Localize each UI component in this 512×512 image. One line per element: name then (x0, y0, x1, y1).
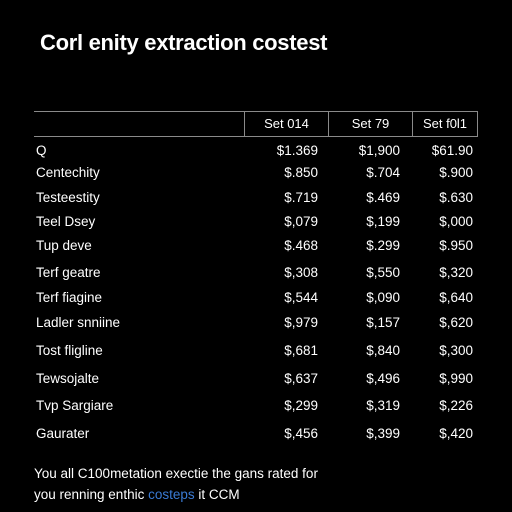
row-label: Centechity (36, 165, 100, 180)
cell-value: $.630 (439, 190, 473, 205)
cell-value: $,496 (366, 371, 400, 386)
cell-value: $.950 (439, 238, 473, 253)
cell-value: $,319 (366, 398, 400, 413)
row-label: Teel Dsey (36, 214, 96, 229)
cell-value: $,990 (439, 371, 473, 386)
table-header: Set 014 Set 79 Set f0l1 (34, 111, 478, 137)
footer-link[interactable]: costeps (148, 487, 195, 502)
cell-value: $,840 (366, 343, 400, 358)
cell-value: $.719 (284, 190, 318, 205)
cell-value: $.850 (284, 165, 318, 180)
table-row: Tvp Sargiare $,299 $,319 $,226 (34, 396, 478, 416)
cell-value: $,979 (284, 315, 318, 330)
column-header-3: Set f0l1 (412, 112, 478, 136)
cell-value: $1,900 (358, 143, 400, 158)
cell-value: $1.369 (276, 143, 318, 158)
cell-value: $,308 (284, 265, 318, 280)
cell-value: $.299 (366, 238, 400, 253)
footer-line-1: You all C100metation exectie the gans ra… (34, 466, 318, 481)
table-row: Tewsojalte $,637 $,496 $,990 (34, 369, 478, 389)
cell-value: $.468 (284, 238, 318, 253)
column-header-1: Set 014 (244, 112, 328, 136)
cell-value: $.469 (366, 190, 400, 205)
page-title: Corl enity extraction costest (40, 30, 328, 55)
cell-value: $,640 (439, 290, 473, 305)
row-label: Terf geatre (36, 265, 101, 280)
table-row: Ladler snniine $,979 $,157 $,620 (34, 313, 478, 333)
row-label: Tost fligline (36, 343, 103, 358)
footer-note: You all C100metation exectie the gans ra… (34, 463, 318, 505)
footer-text-tail: it CCM (194, 487, 240, 502)
table-row: Centechity $.850 $.704 $.900 (34, 163, 478, 183)
table-row: Teel Dsey $,079 $,199 $,000 (34, 212, 478, 232)
cell-value: $,544 (284, 290, 318, 305)
cost-table: Set 014 Set 79 Set f0l1 Q $1.369 $1,900 … (34, 111, 478, 441)
row-label: Tewsojalte (36, 371, 100, 386)
footer-line-2: you renning enthic costeps it CCM (34, 484, 318, 505)
row-label: Ladler snniine (36, 315, 121, 330)
cell-value: $,320 (439, 265, 473, 280)
cell-value: $,079 (284, 214, 318, 229)
row-label: Tvp Sargiare (36, 398, 114, 413)
table-row: Q $1.369 $1,900 $61.90 (34, 141, 478, 161)
cell-value: $.704 (366, 165, 400, 180)
cell-value: $,226 (439, 398, 473, 413)
cell-value: $.900 (439, 165, 473, 180)
table-row: Terf geatre $,308 $,550 $,320 (34, 263, 478, 283)
cell-value: $61.90 (431, 143, 473, 158)
table-row: Testeestity $.719 $.469 $.630 (34, 188, 478, 208)
cell-value: $,090 (366, 290, 400, 305)
row-label: Terf fiagine (36, 290, 103, 305)
cell-value: $,550 (366, 265, 400, 280)
row-label: Gaurater (36, 426, 90, 441)
table-row: Tup deve $.468 $.299 $.950 (34, 236, 478, 256)
cell-value: $,000 (439, 214, 473, 229)
cell-value: $,420 (439, 426, 473, 441)
cell-value: $,637 (284, 371, 318, 386)
cell-value: $,199 (366, 214, 400, 229)
cell-value: $,399 (366, 426, 400, 441)
cell-value: $,456 (284, 426, 318, 441)
table-row: Tost fligline $,681 $,840 $,300 (34, 341, 478, 361)
row-label: Q (36, 143, 47, 158)
cell-value: $,157 (366, 315, 400, 330)
table-row: Terf fiagine $,544 $,090 $,640 (34, 288, 478, 308)
table-row: Gaurater $,456 $,399 $,420 (34, 424, 478, 444)
cell-value: $,620 (439, 315, 473, 330)
row-label: Testeestity (36, 190, 100, 205)
footer-text: you renning enthic (34, 487, 145, 502)
column-header-2: Set 79 (328, 112, 412, 136)
cell-value: $,300 (439, 343, 473, 358)
cell-value: $,299 (284, 398, 318, 413)
row-label: Tup deve (36, 238, 92, 253)
cell-value: $,681 (284, 343, 318, 358)
